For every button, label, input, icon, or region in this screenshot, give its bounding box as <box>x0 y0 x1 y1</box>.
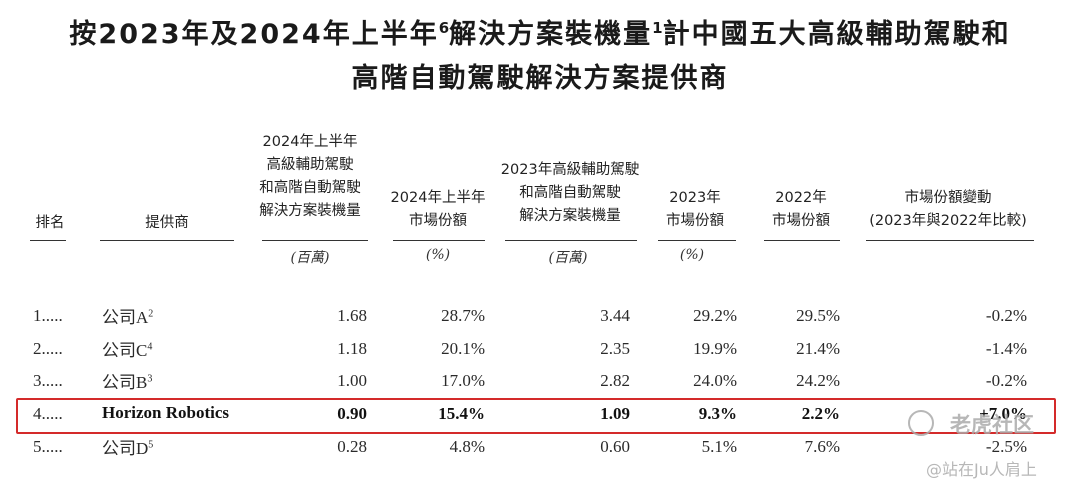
row-highlight-box <box>16 398 1056 434</box>
unit-share-2024h1: (%) <box>425 247 451 263</box>
provider-cell: 公司A2 <box>102 308 154 327</box>
share-2022-cell: 29.5% <box>796 306 840 325</box>
header-rank: 排名 <box>35 215 65 231</box>
watermark-brand: 老虎社区 <box>950 413 1034 437</box>
header-share-change: 市場份額變動 (2023年與2022年比較) <box>869 190 1027 229</box>
share-2022-cell: 7.6% <box>804 437 840 456</box>
vol-2023-cell: 0.60 <box>600 437 630 456</box>
share-2023-cell: 29.2% <box>693 306 737 325</box>
header-underline <box>30 240 66 241</box>
tiger-logo-icon <box>908 410 934 436</box>
header-share-2023: 2023年 市場份額 <box>666 190 724 229</box>
share-change-cell: -1.4% <box>985 339 1027 358</box>
share-2024h1-cell: 4.8% <box>449 437 485 456</box>
vol-2024h1-cell: 1.18 <box>337 339 367 358</box>
share-change-cell: +7.0% <box>979 404 1027 423</box>
share-2024h1-cell: 20.1% <box>441 339 485 358</box>
provider-cell: Horizon Robotics <box>102 403 230 422</box>
unit-share-2023: (%) <box>679 247 705 263</box>
share-2023-cell: 5.1% <box>701 437 737 456</box>
provider-cell: 公司B3 <box>102 373 153 392</box>
header-vol-2024h1: 2024年上半年 高級輔助駕駛 和高階自動駕駛 解決方案裝機量 <box>259 134 361 219</box>
vol-2024h1-cell: 1.00 <box>337 371 367 390</box>
vol-2023-cell: 2.82 <box>600 371 630 390</box>
vol-2023-cell: 2.35 <box>600 339 630 358</box>
rank-cell: 4..... <box>33 404 63 423</box>
provider-cell: 公司C4 <box>102 341 153 360</box>
watermark-handle: @站在Ju人肩上 <box>926 460 1037 479</box>
header-provider: 提供商 <box>145 215 189 231</box>
share-2024h1-cell: 17.0% <box>441 371 485 390</box>
header-vol-2023: 2023年高級輔助駕駛 和高階自動駕駛 解決方案裝機量 <box>500 162 640 224</box>
header-underline <box>262 240 368 241</box>
rank-cell: 5..... <box>33 437 63 456</box>
share-2022-cell: 24.2% <box>796 371 840 390</box>
share-2024h1-cell: 28.7% <box>441 306 485 325</box>
unit-vol-2023: (百萬) <box>548 250 588 266</box>
unit-vol-2024h1: (百萬) <box>290 250 330 266</box>
header-underline <box>658 240 736 241</box>
vol-2023-cell: 3.44 <box>600 306 630 325</box>
vol-2024h1-cell: 0.28 <box>337 437 367 456</box>
share-2024h1-cell: 15.4% <box>438 404 485 423</box>
vol-2023-cell: 1.09 <box>600 404 630 423</box>
share-change-cell: -0.2% <box>985 306 1027 325</box>
share-change-cell: -0.2% <box>985 371 1027 390</box>
rank-cell: 1..... <box>33 306 63 325</box>
header-share-2022: 2022年 市場份額 <box>772 190 830 229</box>
vol-2024h1-cell: 0.90 <box>337 404 367 423</box>
header-underline <box>505 240 637 241</box>
vol-2024h1-cell: 1.68 <box>337 306 367 325</box>
provider-cell: 公司D5 <box>102 439 154 458</box>
share-2022-cell: 2.2% <box>801 404 840 423</box>
rank-cell: 3..... <box>33 371 63 390</box>
header-underline <box>393 240 485 241</box>
footnote-ref: 6 <box>438 19 450 37</box>
page-title-line-2: 高階自動駕駛解決方案提供商 <box>351 63 729 94</box>
page-title-line-1: 按2023年及2024年上半年6解決方案裝機量1計中國五大高級輔助駕駛和 <box>69 19 1011 50</box>
share-2023-cell: 24.0% <box>693 371 737 390</box>
header-underline <box>764 240 840 241</box>
header-underline <box>100 240 234 241</box>
share-2022-cell: 21.4% <box>796 339 840 358</box>
share-change-cell: -2.5% <box>985 437 1027 456</box>
share-2023-cell: 19.9% <box>693 339 737 358</box>
footnote-ref: 1 <box>652 19 663 37</box>
header-underline <box>866 240 1034 241</box>
header-share-2024h1: 2024年上半年 市場份額 <box>390 190 486 229</box>
share-2023-cell: 9.3% <box>698 404 737 423</box>
rank-cell: 2..... <box>33 339 63 358</box>
